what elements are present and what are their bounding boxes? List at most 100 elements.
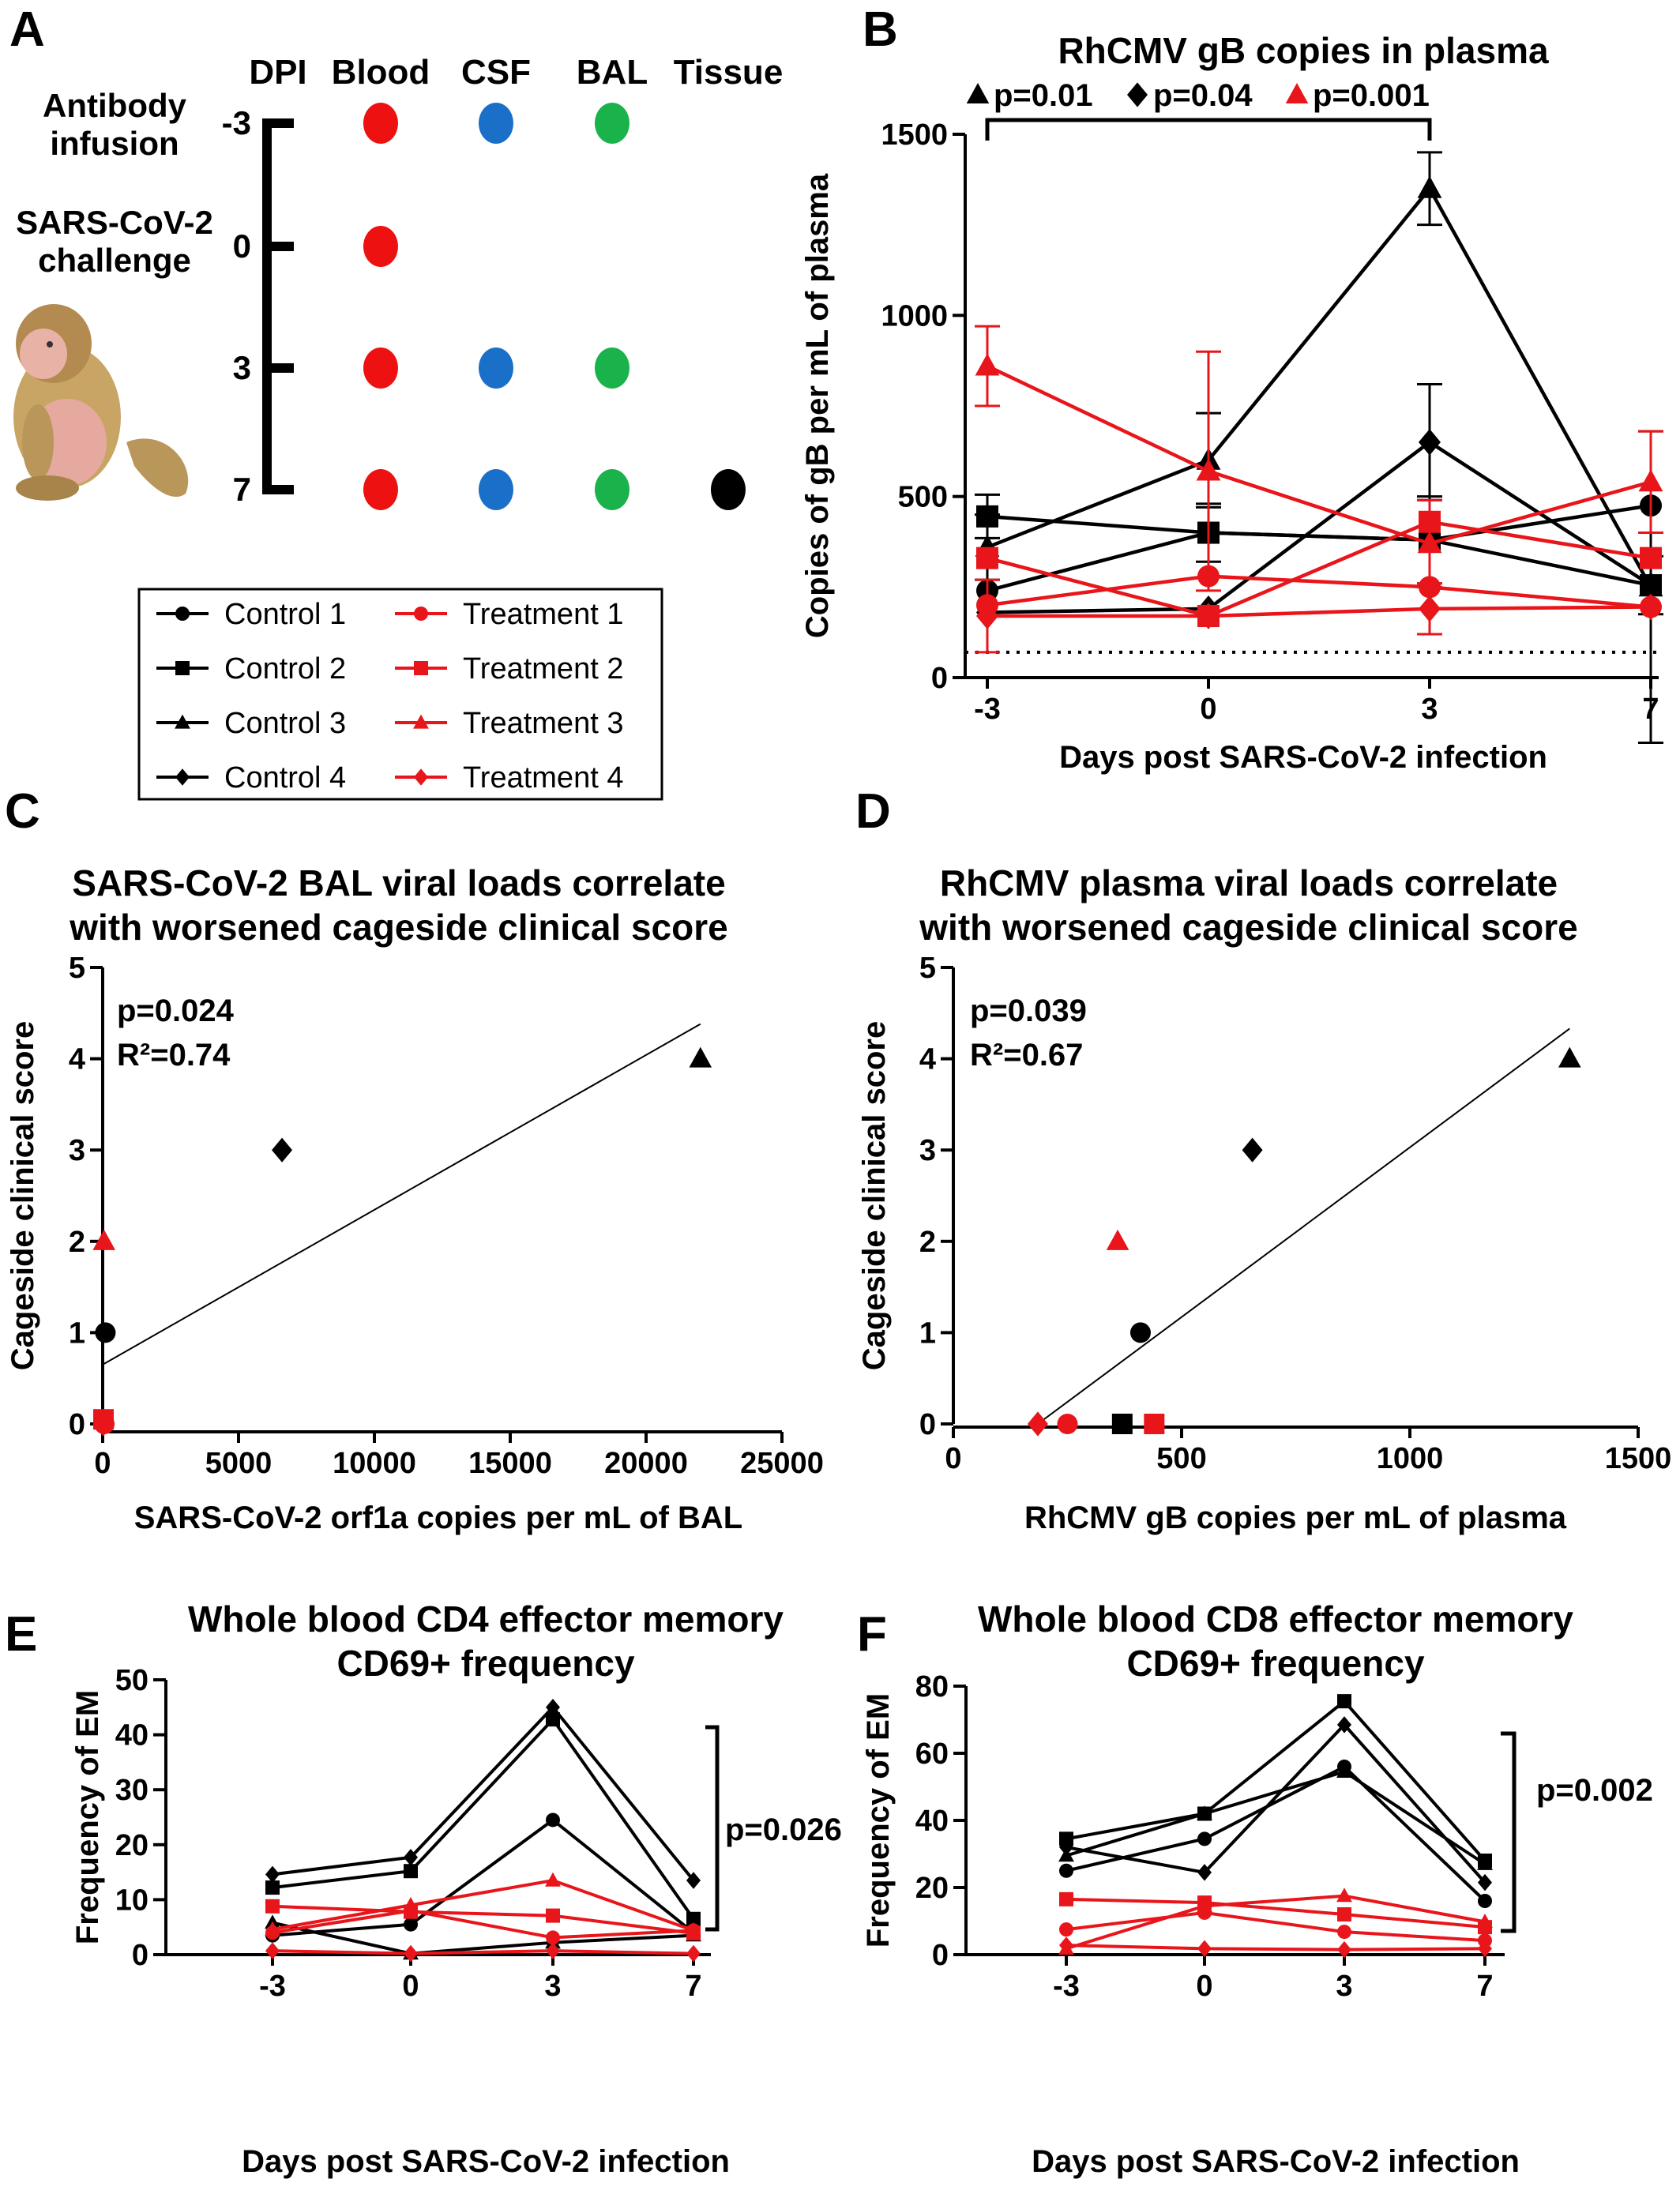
x-axis-title: SARS-CoV-2 orf1a copies per mL of BAL bbox=[134, 1501, 743, 1535]
sampling-grid: -3 0 3 7 bbox=[222, 103, 746, 510]
data-point bbox=[265, 1921, 280, 1936]
data-point bbox=[1478, 1873, 1492, 1891]
series-line-treatment-4 bbox=[987, 605, 1652, 618]
series-line-control-2 bbox=[987, 514, 1652, 588]
data-point bbox=[265, 1942, 280, 1959]
series-line-treatment-2 bbox=[1066, 1897, 1486, 1929]
x-tick-label: 0 bbox=[945, 1442, 961, 1475]
legend-label: Treatment 4 bbox=[463, 761, 623, 794]
series-line-treatment-3 bbox=[272, 1878, 694, 1933]
scatter-point bbox=[1057, 1414, 1078, 1434]
data-point bbox=[1638, 469, 1663, 492]
series-line-treatment-3 bbox=[1066, 1894, 1486, 1951]
y-tick-label: 0 bbox=[69, 1408, 85, 1441]
panel-label-d: D bbox=[855, 784, 891, 839]
data-point bbox=[1477, 1855, 1493, 1870]
x-axis-title: RhCMV gB copies per mL of plasma bbox=[1024, 1501, 1567, 1535]
data-point bbox=[1478, 1894, 1492, 1908]
data-point bbox=[546, 1942, 560, 1959]
data-point bbox=[686, 1944, 701, 1963]
legend-label: Control 2 bbox=[224, 652, 346, 686]
scatter-point bbox=[689, 1046, 712, 1068]
series-line-control-4 bbox=[272, 1704, 695, 1882]
x-axis-title: Days post SARS-CoV-2 infection bbox=[242, 2144, 730, 2179]
chart-e: 0 10 20 30 40 50 -3 0 3 7 Days post SARS-CoV-2 inf… bbox=[70, 1598, 842, 2179]
data-point bbox=[1336, 1764, 1352, 1779]
stat-pvalue: p=0.024 bbox=[117, 994, 235, 1028]
data-point bbox=[404, 1864, 418, 1879]
data-point bbox=[1196, 458, 1221, 481]
stat-marker bbox=[966, 83, 990, 104]
legend-label: Control 1 bbox=[224, 598, 346, 631]
y-tick-label: 0 bbox=[132, 1939, 148, 1972]
stat-pvalue: p=0.01 bbox=[994, 78, 1093, 113]
scatter-point bbox=[1111, 1414, 1133, 1434]
data-point bbox=[1640, 547, 1662, 569]
y-tick-label: 3 bbox=[919, 1134, 936, 1167]
series-line-treatment-4 bbox=[1066, 1944, 1486, 1951]
header-dpi: DPI bbox=[249, 53, 306, 92]
y-tick-label: 0 bbox=[932, 1939, 949, 1972]
stat-pvalue: p=0.002 bbox=[1536, 1773, 1653, 1808]
y-tick-label: 1 bbox=[69, 1317, 85, 1350]
data-point bbox=[1059, 1839, 1073, 1856]
sample-dot-tissue bbox=[711, 469, 746, 510]
data-point bbox=[546, 1699, 560, 1716]
series-line-treatment-4 bbox=[272, 1949, 694, 1955]
data-point bbox=[1477, 1914, 1493, 1928]
data-point bbox=[1337, 1716, 1351, 1734]
series-line-treatment-2 bbox=[272, 1904, 694, 1935]
x-tick-label: 3 bbox=[1336, 1970, 1352, 2003]
scatter-point bbox=[272, 1137, 293, 1163]
x-tick-label: 10000 bbox=[333, 1447, 416, 1480]
x-axis-title: Days post SARS-CoV-2 infection bbox=[1032, 2144, 1520, 2179]
x-tick-label: 3 bbox=[544, 1970, 561, 2003]
sample-dot-blood bbox=[363, 347, 398, 389]
series-line-control-3 bbox=[1066, 1770, 1486, 1865]
x-axis-title: Days post SARS-CoV-2 infection bbox=[1059, 740, 1547, 775]
y-tick-label: 40 bbox=[915, 1805, 949, 1838]
panel-label-e: E bbox=[5, 1607, 37, 1662]
chart-title: RhCMV plasma viral loads correlate bbox=[940, 862, 1558, 903]
legend-marker-triangle bbox=[413, 714, 429, 729]
series-line-control-3 bbox=[272, 1921, 694, 1955]
data-point bbox=[1197, 1898, 1212, 1913]
chart-c: 0 1 2 3 4 5 0 5000 10000 15000 20000 25000 SARS-CoV-… bbox=[6, 862, 824, 1535]
sample-dot-blood bbox=[363, 469, 398, 510]
y-tick-label: 50 bbox=[115, 1664, 148, 1697]
y-tick-label: 60 bbox=[915, 1737, 949, 1771]
data-point bbox=[1419, 429, 1441, 456]
y-tick-label: 1500 bbox=[881, 118, 948, 152]
legend-label: Treatment 2 bbox=[463, 652, 623, 686]
data-point bbox=[265, 1865, 280, 1884]
chart-f: 0 20 40 60 80 -3 0 3 7 Days post SARS-CoV-2 infec… bbox=[861, 1598, 1653, 2179]
x-tick-label: 1000 bbox=[1377, 1442, 1444, 1475]
regression-line bbox=[102, 1023, 701, 1365]
legend-marker-triangle bbox=[175, 714, 190, 729]
panel-label-c: C bbox=[5, 784, 40, 839]
significance-bracket bbox=[1501, 1731, 1517, 1933]
header-csf: CSF bbox=[461, 53, 531, 92]
y-tick-label: 4 bbox=[919, 1043, 936, 1076]
scatter-point bbox=[1129, 1322, 1151, 1343]
event-sars-cov-2-challenge: SARS-CoV-2 challenge bbox=[16, 204, 213, 279]
data-point bbox=[1197, 1940, 1212, 1958]
data-point bbox=[1059, 1863, 1073, 1878]
data-point bbox=[1417, 531, 1442, 554]
chart-title: SARS-CoV-2 BAL viral loads correlate bbox=[72, 862, 725, 903]
series-line-control-1 bbox=[272, 1817, 695, 1937]
data-point bbox=[1059, 1936, 1073, 1954]
significance-bracket bbox=[705, 1725, 720, 1932]
sample-dot-bal bbox=[595, 469, 630, 510]
data-point bbox=[265, 1899, 280, 1914]
chart-title: with worsened cageside clinical score bbox=[69, 907, 727, 948]
data-point bbox=[1197, 1805, 1212, 1820]
sample-dot-bal bbox=[595, 347, 630, 389]
data-point bbox=[1336, 1888, 1352, 1903]
x-tick-label: 3 bbox=[1421, 693, 1438, 726]
series-line-control-1 bbox=[987, 503, 1652, 593]
stat-pvalue: p=0.04 bbox=[1153, 78, 1253, 113]
legend-label: Treatment 1 bbox=[463, 598, 623, 631]
data-point bbox=[1337, 1694, 1351, 1709]
